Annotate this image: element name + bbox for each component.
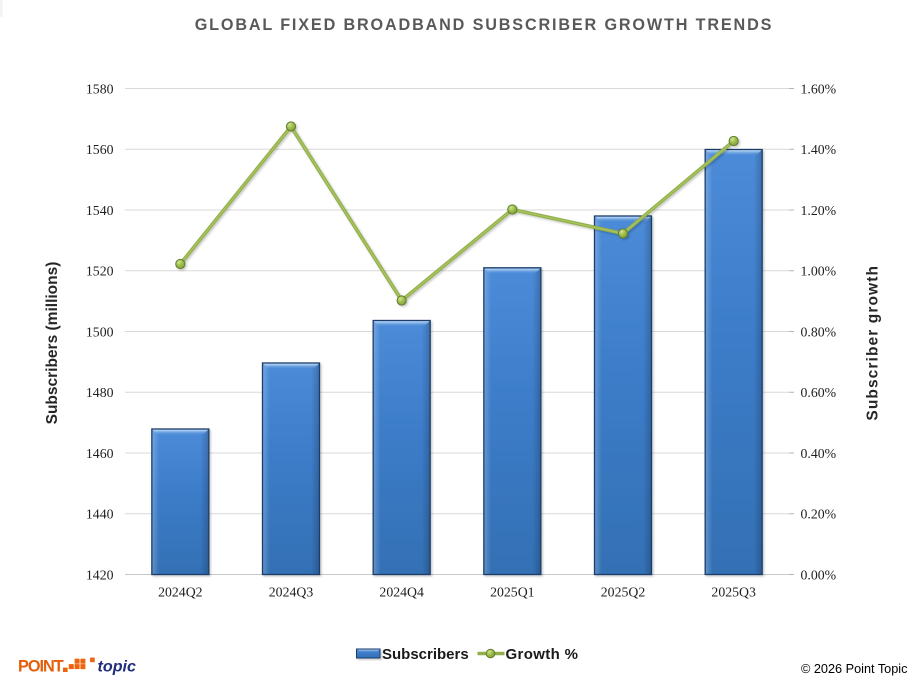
svg-text:1440: 1440 [86, 507, 114, 522]
svg-text:0.80%: 0.80% [801, 324, 837, 339]
svg-text:Subscribers (millions): Subscribers (millions) [44, 262, 61, 425]
svg-text:1.00%: 1.00% [801, 264, 837, 279]
svg-text:1.40%: 1.40% [801, 142, 837, 157]
svg-text:Subscribers: Subscribers [382, 646, 469, 663]
svg-text:1420: 1420 [86, 567, 114, 582]
svg-text:1460: 1460 [86, 446, 114, 461]
svg-text:0.20%: 0.20% [801, 507, 837, 522]
svg-text:GLOBAL FIXED BROADBAND SUBSCRI: GLOBAL FIXED BROADBAND SUBSCRIBER GROWTH… [195, 16, 774, 34]
svg-text:2024Q4: 2024Q4 [379, 585, 424, 600]
svg-text:1.20%: 1.20% [801, 203, 837, 218]
svg-text:1500: 1500 [86, 324, 114, 339]
svg-text:1580: 1580 [86, 81, 114, 96]
svg-text:2025Q1: 2025Q1 [490, 585, 535, 600]
svg-text:1.60%: 1.60% [801, 81, 837, 96]
svg-text:POINT: POINT [18, 658, 64, 676]
svg-text:1560: 1560 [86, 142, 114, 157]
svg-text:0.60%: 0.60% [801, 385, 837, 400]
svg-text:1540: 1540 [86, 203, 114, 218]
svg-text:2025Q3: 2025Q3 [711, 585, 756, 600]
svg-text:1520: 1520 [86, 264, 114, 279]
svg-text:Subscriber growth: Subscriber growth [864, 265, 881, 421]
svg-text:2024Q2: 2024Q2 [158, 585, 203, 600]
svg-text:topic: topic [98, 658, 136, 676]
svg-text:0.40%: 0.40% [801, 446, 837, 461]
svg-text:1480: 1480 [86, 385, 114, 400]
svg-text:0.00%: 0.00% [801, 567, 837, 582]
svg-text:2024Q3: 2024Q3 [269, 585, 314, 600]
svg-text:2025Q2: 2025Q2 [601, 585, 646, 600]
svg-text:© 2026 Point Topic: © 2026 Point Topic [801, 662, 908, 676]
svg-text:Growth %: Growth % [506, 646, 579, 663]
